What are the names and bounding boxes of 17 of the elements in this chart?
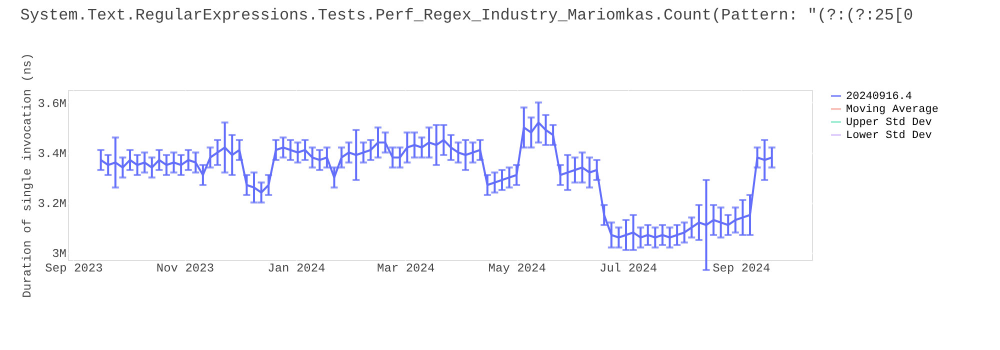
x-tick-label: Sep 2024 xyxy=(712,262,770,276)
x-tick-label: Sep 2023 xyxy=(45,262,103,276)
y-tick-label: 3.2M xyxy=(38,197,66,211)
x-tick-label: Jan 2024 xyxy=(268,262,326,276)
x-tick-label: Nov 2023 xyxy=(156,262,214,276)
x-tick-label: Mar 2024 xyxy=(377,262,435,276)
chart-title: System.Text.RegularExpressions.Tests.Perf_Regex_Industry_Mariomkas.Count(Pattern: "(?:(?:25[0 xyxy=(20,6,914,25)
legend-label: Lower Std Dev xyxy=(846,130,932,142)
y-tick-label: 3.4M xyxy=(38,147,66,161)
y-tick-label: 3M xyxy=(52,247,66,261)
legend-label: 20240916.4 xyxy=(846,91,912,103)
x-tick-label: May 2024 xyxy=(488,262,546,276)
legend-label: Moving Average xyxy=(846,104,938,116)
x-tick-label: Jul 2024 xyxy=(600,262,658,276)
legend-label: Upper Std Dev xyxy=(846,117,932,129)
y-tick-label: 3.6M xyxy=(38,97,66,111)
y-axis-title: Duration of single invocation (ns) xyxy=(20,53,35,298)
